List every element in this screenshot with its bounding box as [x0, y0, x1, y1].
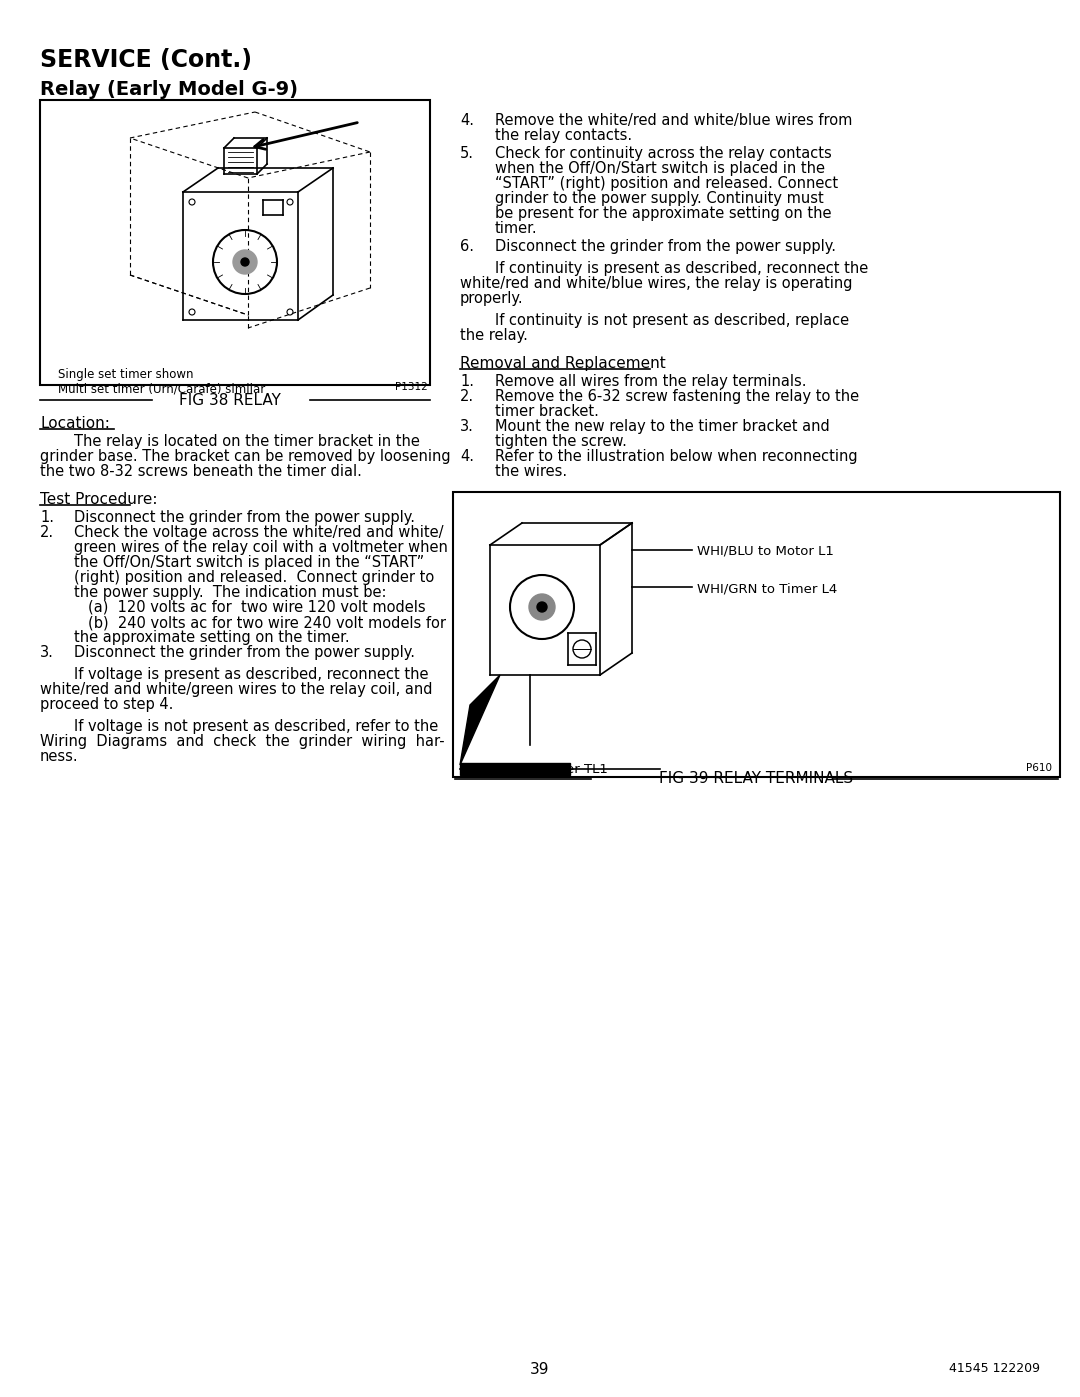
Text: the two 8-32 screws beneath the timer dial.: the two 8-32 screws beneath the timer di… — [40, 464, 362, 479]
Text: Wiring  Diagrams  and  check  the  grinder  wiring  har-: Wiring Diagrams and check the grinder wi… — [40, 733, 445, 749]
Text: Check the voltage across the white/red and white/: Check the voltage across the white/red a… — [75, 525, 444, 541]
Text: (right) position and released.  Connect grinder to: (right) position and released. Connect g… — [75, 570, 434, 585]
Text: the relay.: the relay. — [460, 328, 528, 344]
Text: FIG 39 RELAY TERMINALS: FIG 39 RELAY TERMINALS — [659, 771, 853, 787]
Text: white/red and white/blue wires, the relay is operating: white/red and white/blue wires, the rela… — [460, 277, 852, 291]
Text: properly.: properly. — [460, 291, 524, 306]
Text: P1312: P1312 — [395, 381, 428, 393]
Text: 3.: 3. — [40, 645, 54, 659]
Text: The relay is located on the timer bracket in the: The relay is located on the timer bracke… — [75, 434, 420, 448]
Text: Test Procedure:: Test Procedure: — [40, 492, 158, 507]
Text: P610: P610 — [1026, 763, 1052, 773]
Text: SERVICE (Cont.): SERVICE (Cont.) — [40, 47, 252, 73]
Polygon shape — [460, 763, 570, 775]
Text: the relay contacts.: the relay contacts. — [495, 129, 632, 142]
Text: Remove the white/red and white/blue wires from: Remove the white/red and white/blue wire… — [495, 113, 852, 129]
Text: Disconnect the grinder from the power supply.: Disconnect the grinder from the power su… — [495, 239, 836, 254]
Text: grinder base. The bracket can be removed by loosening: grinder base. The bracket can be removed… — [40, 448, 450, 464]
Text: WHI/GRN to Timer L4: WHI/GRN to Timer L4 — [697, 583, 837, 595]
Text: Multi set timer (Urn/Carafe) similar: Multi set timer (Urn/Carafe) similar — [58, 381, 266, 395]
Text: 2.: 2. — [40, 525, 54, 541]
Text: tighten the screw.: tighten the screw. — [495, 434, 626, 448]
Circle shape — [537, 602, 546, 612]
Text: timer.: timer. — [495, 221, 538, 236]
Text: the Off/On/Start switch is placed in the “START”: the Off/On/Start switch is placed in the… — [75, 555, 424, 570]
Text: Location:: Location: — [40, 416, 110, 432]
Text: ness.: ness. — [40, 749, 79, 764]
Text: Check for continuity across the relay contacts: Check for continuity across the relay co… — [495, 147, 832, 161]
Text: 4.: 4. — [460, 448, 474, 464]
Text: If voltage is not present as described, refer to the: If voltage is not present as described, … — [75, 719, 438, 733]
Text: WHI/RED to Timer TL1: WHI/RED to Timer TL1 — [461, 763, 608, 775]
Text: be present for the approximate setting on the: be present for the approximate setting o… — [495, 205, 832, 221]
Text: the wires.: the wires. — [495, 464, 567, 479]
Text: when the Off/On/Start switch is placed in the: when the Off/On/Start switch is placed i… — [495, 161, 825, 176]
Text: 41545 122209: 41545 122209 — [949, 1362, 1040, 1375]
Text: 2.: 2. — [460, 388, 474, 404]
Circle shape — [241, 258, 249, 265]
Text: If continuity is not present as described, replace: If continuity is not present as describe… — [495, 313, 849, 328]
Text: 4.: 4. — [460, 113, 474, 129]
Text: 3.: 3. — [460, 419, 474, 434]
Text: Disconnect the grinder from the power supply.: Disconnect the grinder from the power su… — [75, 645, 415, 659]
Text: Single set timer shown: Single set timer shown — [58, 367, 193, 381]
Text: Refer to the illustration below when reconnecting: Refer to the illustration below when rec… — [495, 448, 858, 464]
Text: Removal and Replacement: Removal and Replacement — [460, 356, 665, 372]
Text: FIG 38 RELAY: FIG 38 RELAY — [179, 393, 281, 408]
Text: (a)  120 volts ac for  two wire 120 volt models: (a) 120 volts ac for two wire 120 volt m… — [87, 599, 426, 615]
Text: the power supply.  The indication must be:: the power supply. The indication must be… — [75, 585, 387, 599]
Polygon shape — [460, 675, 500, 766]
Text: “START” (right) position and released. Connect: “START” (right) position and released. C… — [495, 176, 838, 191]
Text: 1.: 1. — [460, 374, 474, 388]
Text: Remove all wires from the relay terminals.: Remove all wires from the relay terminal… — [495, 374, 807, 388]
Text: Remove the 6-32 screw fastening the relay to the: Remove the 6-32 screw fastening the rela… — [495, 388, 859, 404]
Text: Mount the new relay to the timer bracket and: Mount the new relay to the timer bracket… — [495, 419, 829, 434]
Text: 1.: 1. — [40, 510, 54, 525]
Bar — [40, 101, 430, 386]
Circle shape — [529, 594, 555, 620]
Text: 5.: 5. — [460, 147, 474, 161]
Text: grinder to the power supply. Continuity must: grinder to the power supply. Continuity … — [495, 191, 824, 205]
Text: 39: 39 — [530, 1362, 550, 1377]
Text: If continuity is present as described, reconnect the: If continuity is present as described, r… — [495, 261, 868, 277]
Text: Disconnect the grinder from the power supply.: Disconnect the grinder from the power su… — [75, 510, 415, 525]
Bar — [453, 492, 1059, 777]
Text: WHI/BLU to Motor L1: WHI/BLU to Motor L1 — [697, 545, 834, 557]
Text: white/red and white/green wires to the relay coil, and: white/red and white/green wires to the r… — [40, 682, 432, 697]
Text: timer bracket.: timer bracket. — [495, 404, 599, 419]
Text: 6.: 6. — [460, 239, 474, 254]
Text: green wires of the relay coil with a voltmeter when: green wires of the relay coil with a vol… — [75, 541, 448, 555]
Circle shape — [233, 250, 257, 274]
Text: If voltage is present as described, reconnect the: If voltage is present as described, reco… — [75, 666, 429, 682]
Text: (b)  240 volts ac for two wire 240 volt models for: (b) 240 volts ac for two wire 240 volt m… — [87, 615, 446, 630]
Text: the approximate setting on the timer.: the approximate setting on the timer. — [75, 630, 350, 645]
Text: proceed to step 4.: proceed to step 4. — [40, 697, 174, 712]
Text: Relay (Early Model G-9): Relay (Early Model G-9) — [40, 80, 298, 99]
